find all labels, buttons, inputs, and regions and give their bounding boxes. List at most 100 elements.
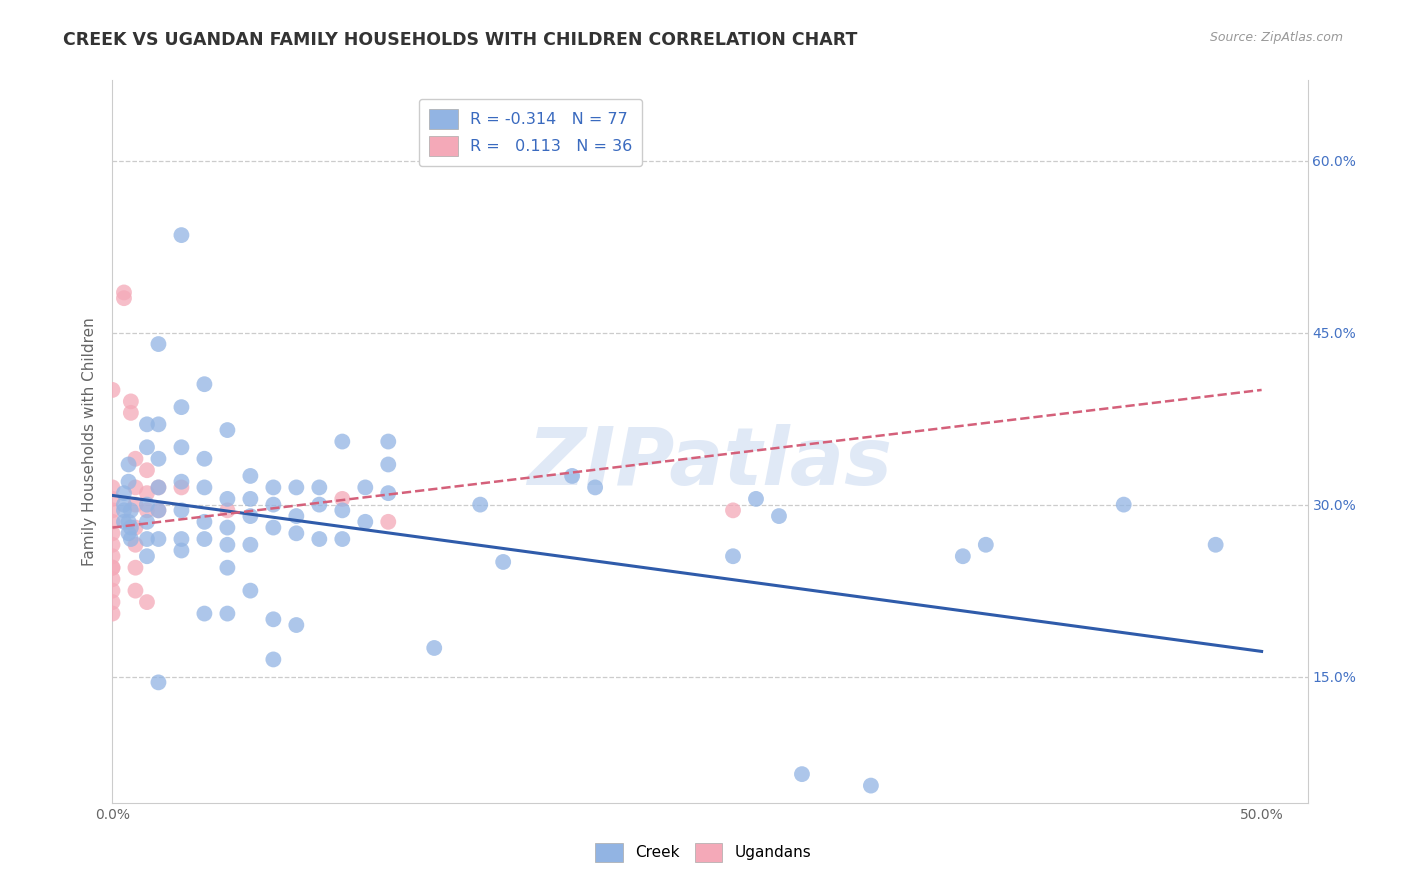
Point: [124, 538, 146, 552]
Point: [136, 463, 159, 477]
Point: [193, 451, 215, 466]
Point: [859, 779, 882, 793]
Point: [136, 486, 159, 500]
Point: [193, 515, 215, 529]
Point: [170, 503, 193, 517]
Point: [583, 480, 606, 494]
Point: [239, 469, 262, 483]
Point: [330, 491, 353, 506]
Point: [136, 417, 159, 432]
Point: [974, 538, 997, 552]
Point: [285, 480, 308, 494]
Point: [1112, 498, 1135, 512]
Point: [193, 377, 215, 392]
Point: [148, 532, 170, 546]
Point: [193, 532, 215, 546]
Point: [217, 423, 239, 437]
Point: [721, 549, 744, 564]
Point: [170, 480, 193, 494]
Point: [377, 458, 399, 472]
Point: [492, 555, 515, 569]
Point: [112, 291, 135, 305]
Point: [112, 498, 135, 512]
Point: [117, 458, 139, 472]
Point: [136, 440, 159, 454]
Point: [354, 515, 377, 529]
Point: [120, 406, 142, 420]
Point: [112, 486, 135, 500]
Point: [170, 475, 193, 489]
Point: [117, 515, 139, 529]
Point: [768, 509, 790, 524]
Point: [217, 503, 239, 517]
Point: [193, 480, 215, 494]
Point: [124, 451, 146, 466]
Point: [124, 520, 146, 534]
Point: [124, 560, 146, 574]
Point: [377, 434, 399, 449]
Point: [262, 480, 284, 494]
Point: [148, 417, 170, 432]
Point: [217, 538, 239, 552]
Point: [239, 538, 262, 552]
Point: [101, 491, 124, 506]
Point: [112, 515, 135, 529]
Point: [239, 509, 262, 524]
Point: [101, 583, 124, 598]
Point: [101, 515, 124, 529]
Point: [217, 560, 239, 574]
Point: [262, 652, 284, 666]
Point: [262, 612, 284, 626]
Point: [170, 400, 193, 414]
Point: [1205, 538, 1227, 552]
Point: [101, 383, 124, 397]
Point: [148, 503, 170, 517]
Point: [101, 595, 124, 609]
Point: [217, 607, 239, 621]
Point: [561, 469, 583, 483]
Point: [120, 532, 142, 546]
Text: Source: ZipAtlas.com: Source: ZipAtlas.com: [1209, 31, 1343, 45]
Point: [285, 526, 308, 541]
Point: [217, 520, 239, 534]
Point: [377, 515, 399, 529]
Point: [308, 480, 330, 494]
Point: [101, 503, 124, 517]
Point: [136, 503, 159, 517]
Point: [423, 640, 446, 655]
Point: [170, 532, 193, 546]
Point: [101, 526, 124, 541]
Point: [239, 583, 262, 598]
Point: [354, 480, 377, 494]
Point: [120, 503, 142, 517]
Point: [101, 549, 124, 564]
Point: [148, 503, 170, 517]
Point: [470, 498, 492, 512]
Point: [262, 520, 284, 534]
Point: [136, 515, 159, 529]
Legend: R = -0.314   N = 77, R =   0.113   N = 36: R = -0.314 N = 77, R = 0.113 N = 36: [419, 99, 643, 166]
Point: [101, 480, 124, 494]
Point: [170, 543, 193, 558]
Point: [112, 503, 135, 517]
Point: [136, 595, 159, 609]
Point: [120, 394, 142, 409]
Point: [136, 532, 159, 546]
Point: [101, 560, 124, 574]
Point: [117, 526, 139, 541]
Point: [285, 509, 308, 524]
Point: [790, 767, 813, 781]
Point: [330, 503, 353, 517]
Legend: Creek, Ugandans: Creek, Ugandans: [589, 837, 817, 868]
Point: [101, 572, 124, 586]
Point: [262, 498, 284, 512]
Point: [136, 498, 159, 512]
Point: [170, 440, 193, 454]
Point: [148, 675, 170, 690]
Point: [239, 491, 262, 506]
Point: [136, 549, 159, 564]
Point: [308, 532, 330, 546]
Point: [124, 498, 146, 512]
Point: [330, 532, 353, 546]
Point: [148, 337, 170, 351]
